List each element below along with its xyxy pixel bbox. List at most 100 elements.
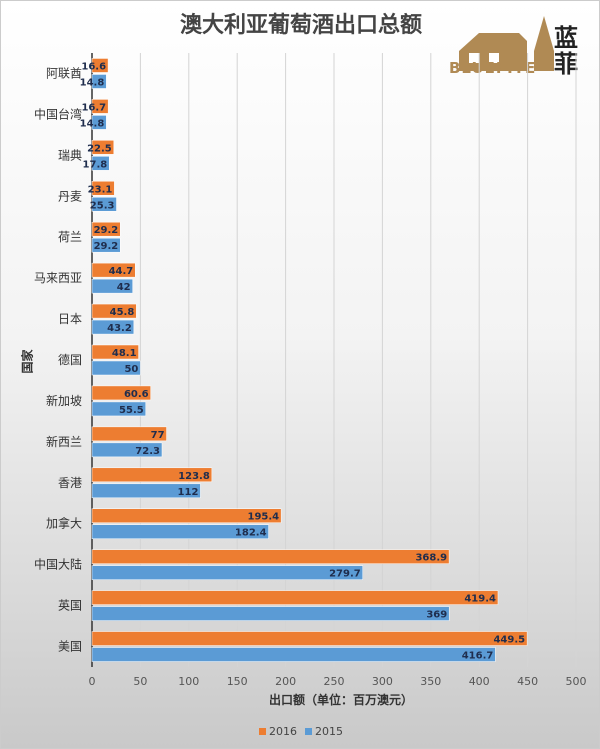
data-label-2015: 279.7	[329, 569, 361, 580]
bar-2015	[91, 74, 107, 89]
bar-2015	[91, 197, 117, 212]
legend-item-2016: 2016	[259, 725, 297, 738]
bar-2015	[91, 442, 163, 458]
data-label-2015: 29.2	[94, 241, 119, 252]
bar-2016	[91, 549, 450, 564]
y-tick-label: 中国大陆	[34, 557, 82, 572]
data-label-2016: 449.5	[493, 635, 525, 646]
x-tick-label: 450	[517, 675, 538, 688]
legend-swatch-2015	[305, 728, 312, 735]
x-tick-label: 300	[372, 675, 393, 688]
data-label-2016: 48.1	[112, 348, 137, 359]
bar-2016	[91, 58, 109, 73]
x-tick-label: 250	[324, 675, 345, 688]
data-label-2016: 60.6	[124, 389, 149, 400]
data-label-2015: 42	[117, 282, 131, 293]
x-tick-label: 400	[469, 675, 490, 688]
y-tick-label: 荷兰	[58, 230, 82, 244]
data-label-2015: 14.8	[80, 77, 105, 88]
legend-label: 2016	[269, 725, 297, 738]
bar-2015	[91, 524, 269, 539]
data-label-2015: 55.5	[119, 405, 144, 416]
y-tick-label: 中国台湾	[34, 106, 82, 121]
y-tick-label: 瑞典	[58, 148, 82, 162]
data-label-2016: 16.6	[81, 61, 106, 72]
data-label-2015: 416.7	[462, 651, 494, 662]
bluefite-logo	[459, 16, 554, 71]
y-tick-label: 德国	[58, 352, 82, 367]
y-tick-label: 日本	[58, 312, 82, 326]
data-label-2016: 123.8	[178, 471, 210, 482]
data-label-2015: 182.4	[235, 528, 267, 539]
y-axis-label: 国家	[20, 349, 35, 374]
legend-label: 2015	[315, 725, 343, 738]
y-tick-label: 加拿大	[46, 516, 82, 531]
bar-2015	[91, 483, 201, 499]
bar-2016	[91, 590, 499, 605]
data-label-2015: 17.8	[83, 159, 108, 170]
logo-text-cn: 蓝菲	[554, 24, 578, 78]
data-label-2015: 50	[124, 364, 138, 375]
bar-2016	[91, 140, 115, 155]
bar-2016	[91, 303, 137, 319]
data-label-2016: 22.5	[87, 143, 112, 154]
y-tick-label: 丹麦	[58, 189, 82, 203]
bar-2016	[91, 344, 139, 360]
bar-2015	[91, 319, 135, 335]
bar-2015	[91, 647, 496, 662]
data-label-2016: 368.9	[415, 553, 447, 564]
legend: 2016 2015	[259, 725, 343, 738]
bar-2016	[91, 181, 115, 196]
y-tick-label: 美国	[58, 640, 82, 654]
legend-swatch-2016	[259, 728, 266, 735]
bar-2016	[91, 262, 136, 278]
x-tick-label: 500	[566, 675, 587, 688]
chart-title: 澳大利亚葡萄酒出口总额	[179, 12, 422, 38]
y-tick-label: 阿联酋	[46, 65, 82, 80]
x-tick-label: 50	[133, 675, 147, 688]
bar-2015	[91, 606, 450, 621]
legend-item-2015: 2015	[305, 725, 343, 738]
y-tick-label: 英国	[58, 599, 82, 613]
bar-2016	[91, 99, 109, 114]
x-tick-label: 0	[89, 675, 96, 688]
bar-2015	[91, 237, 121, 253]
data-label-2015: 369	[426, 610, 447, 621]
data-label-2015: 112	[178, 487, 199, 498]
x-tick-label: 100	[178, 675, 199, 688]
data-label-2015: 14.8	[80, 118, 105, 129]
data-label-2016: 195.4	[248, 512, 280, 523]
data-label-2015: 43.2	[107, 323, 132, 334]
x-tick-label: 150	[227, 675, 248, 688]
y-tick-label: 新加坡	[46, 393, 82, 408]
bar-2015	[91, 401, 146, 417]
data-label-2016: 23.1	[88, 184, 113, 195]
bar-2016	[91, 221, 121, 237]
y-tick-label: 新西兰	[46, 434, 82, 449]
bar-2016	[91, 467, 213, 483]
logo-text-en: BLUEFITE	[449, 59, 537, 77]
bar-2015	[91, 565, 363, 580]
bar-2016	[91, 631, 528, 646]
data-label-2016: 16.7	[81, 102, 106, 113]
x-tick-label: 200	[275, 675, 296, 688]
data-label-2015: 25.3	[90, 200, 115, 211]
data-label-2016: 419.4	[464, 594, 496, 605]
bar-2015	[91, 156, 110, 171]
data-label-2016: 77	[151, 430, 165, 441]
y-tick-label: 香港	[58, 476, 82, 490]
y-tick-label: 马来西亚	[34, 271, 82, 285]
data-label-2016: 44.7	[109, 266, 134, 277]
bar-2015	[91, 360, 141, 376]
bar-2016	[91, 426, 167, 442]
bar-2016	[91, 385, 151, 401]
x-tick-label: 350	[420, 675, 441, 688]
x-axis-label: 出口额（单位：百万澳元）	[268, 693, 413, 707]
data-label-2015: 72.3	[135, 446, 160, 457]
bar-2016	[91, 508, 282, 523]
data-label-2016: 29.2	[94, 225, 119, 236]
data-label-2016: 45.8	[110, 307, 135, 318]
bar-2015	[91, 278, 133, 294]
